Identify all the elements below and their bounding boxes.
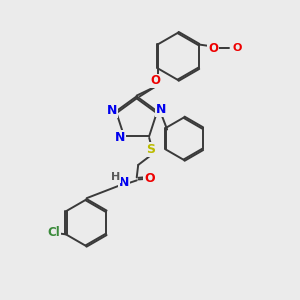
- Text: N: N: [107, 104, 117, 117]
- Text: N: N: [156, 103, 166, 116]
- Text: Cl: Cl: [47, 226, 60, 239]
- Text: N: N: [119, 176, 129, 189]
- Text: O: O: [208, 42, 218, 55]
- Text: O: O: [144, 172, 154, 185]
- Text: O: O: [232, 43, 242, 53]
- Text: H: H: [111, 172, 121, 182]
- Text: N: N: [115, 131, 125, 144]
- Text: O: O: [150, 74, 160, 87]
- Text: S: S: [146, 143, 155, 156]
